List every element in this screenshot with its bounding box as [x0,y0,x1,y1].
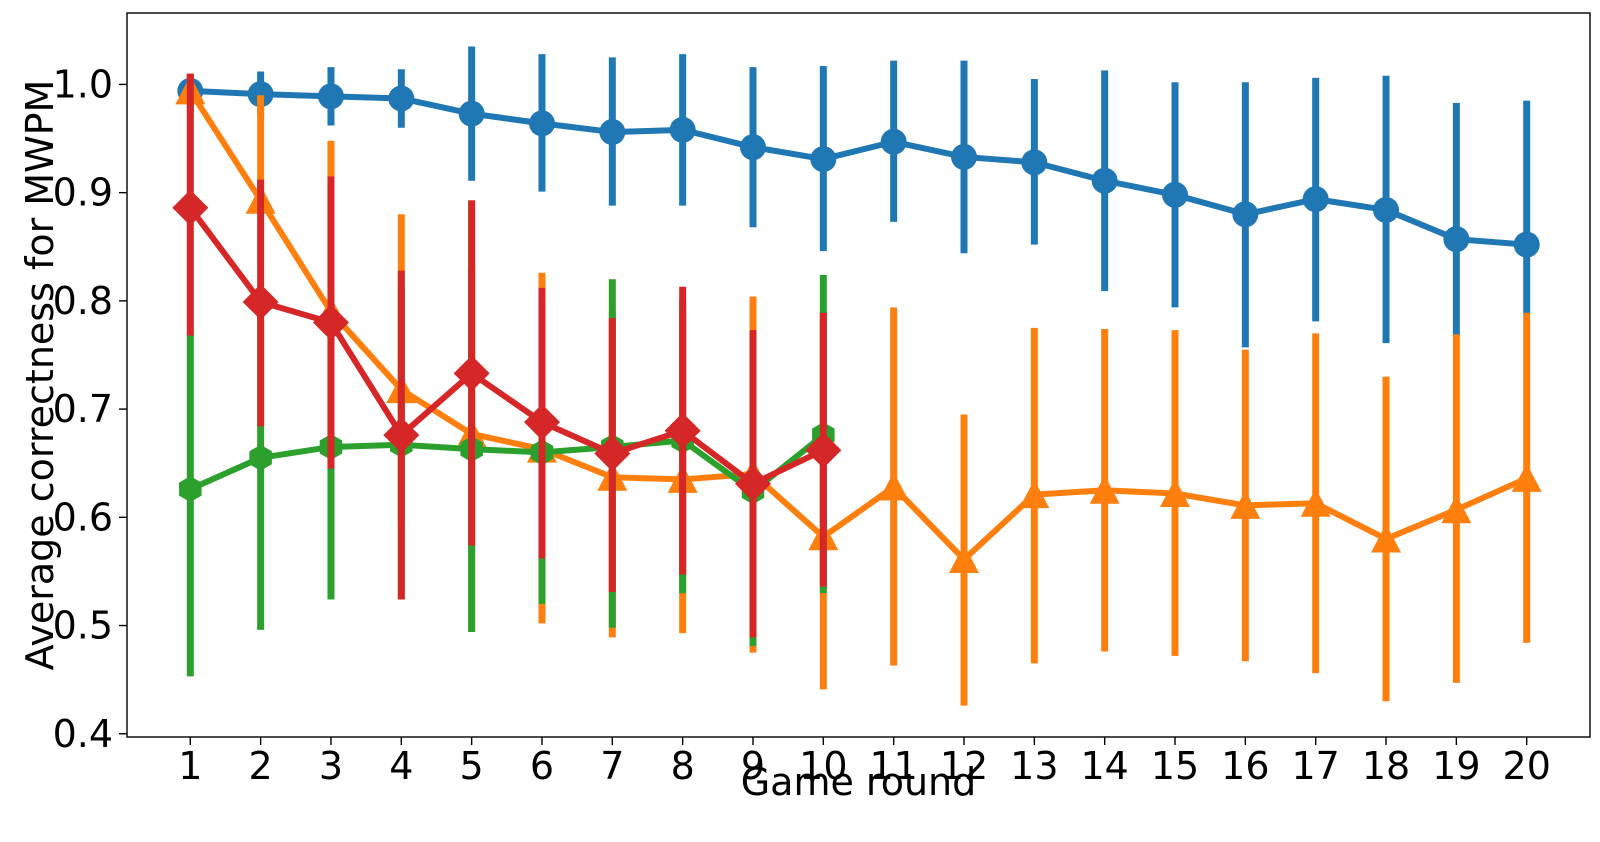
plot-area [172,46,1542,706]
x-tick-label: 3 [319,744,343,788]
data-point [1441,494,1472,524]
data-point [805,432,842,469]
data-point [1443,226,1470,253]
data-point [1091,167,1118,194]
data-point [1162,181,1189,208]
series-line [187,206,825,487]
x-tick-label: 12 [940,744,988,788]
data-point [1513,231,1540,258]
data-point [1160,478,1191,508]
data-point [669,116,696,143]
data-point [1021,149,1048,176]
data-point [523,404,560,441]
data-point [179,476,202,503]
x-axis-label: Game round [741,760,977,804]
x-tick-label: 20 [1503,744,1551,788]
y-tick-label: 0.7 [53,387,113,431]
x-tick-label: 10 [799,744,847,788]
y-tick-label: 0.5 [53,604,113,648]
x-tick-label: 11 [869,744,917,788]
data-point [1300,488,1331,517]
y-tick-label: 0.6 [53,495,113,539]
data-point [1019,479,1050,509]
data-point [1302,186,1329,213]
x-tick-label: 8 [671,744,695,788]
data-point [312,304,349,341]
data-point [1230,490,1261,519]
x-tick-label: 6 [530,744,554,788]
x-tick-label: 18 [1362,744,1410,788]
data-point [599,119,626,146]
series-line [190,87,1527,248]
data-point [739,134,766,161]
data-point [388,85,415,112]
data-point [247,81,274,108]
series-line [189,432,826,495]
x-tick-label: 7 [600,744,624,788]
data-point [880,128,907,155]
y-axis: 0.4 0.5 0.6 0.7 0.8 0.9 1.0 [53,62,127,756]
x-tick-label: 2 [249,744,273,788]
y-tick-label: 0.4 [53,712,113,756]
data-point [594,435,631,472]
data-point [1089,475,1120,504]
data-point [528,110,555,137]
axes-frame [126,12,1591,738]
series-line [187,89,1528,563]
x-tick-label: 13 [1010,744,1058,788]
y-tick-label: 0.9 [53,171,113,215]
data-point [242,283,279,320]
series-4 [172,73,842,638]
data-point [317,83,344,110]
x-tick-label: 16 [1221,744,1269,788]
y-tick-label: 1.0 [53,62,113,106]
series-1 [177,46,1540,348]
data-point [664,412,701,449]
x-tick-label: 19 [1432,744,1480,788]
y-tick-label: 0.8 [53,279,113,323]
x-tick-label: 4 [389,744,413,788]
data-point [458,100,485,127]
data-point [1232,201,1259,228]
data-point [1371,523,1402,553]
data-point [951,143,978,170]
data-point [949,544,980,574]
series-2 [175,73,1542,706]
y-axis-label: Average correctness for MWPM [18,80,62,671]
data-point [734,465,771,502]
data-point [383,417,420,454]
x-tick-label: 17 [1292,744,1340,788]
x-tick-label: 1 [178,744,202,788]
data-point [453,355,490,392]
x-axis: 1 2 3 4 5 6 7 8 9 10 11 12 13 14 15 16 17 18 19 20 [178,737,1551,788]
x-tick-label: 5 [460,744,484,788]
data-point [249,444,272,471]
data-point [810,146,837,173]
data-point [878,472,909,501]
x-tick-label: 9 [741,744,765,788]
data-point [1511,463,1542,492]
x-tick-label: 15 [1151,744,1199,788]
data-point [172,189,209,226]
x-tick-label: 14 [1080,744,1128,788]
data-point [1373,196,1400,223]
